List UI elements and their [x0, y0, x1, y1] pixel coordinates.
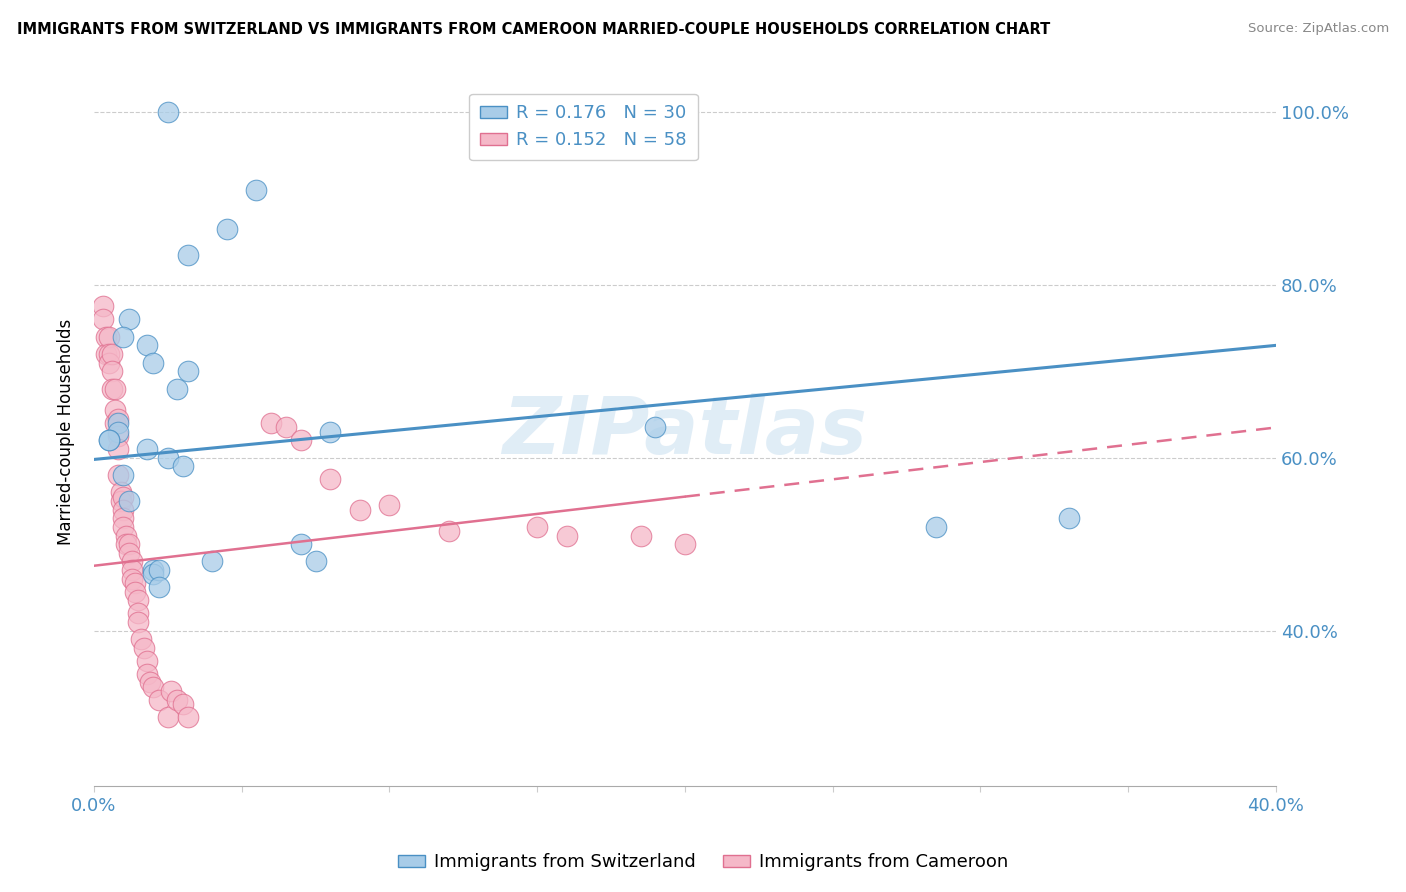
Y-axis label: Married-couple Households: Married-couple Households	[58, 318, 75, 545]
Point	[107, 425, 129, 439]
Point	[437, 524, 460, 538]
Point	[148, 563, 170, 577]
Point	[118, 537, 141, 551]
Text: Source: ZipAtlas.com: Source: ZipAtlas.com	[1249, 22, 1389, 36]
Point	[555, 528, 578, 542]
Point	[139, 675, 162, 690]
Point	[127, 593, 149, 607]
Text: ZIPatlas: ZIPatlas	[502, 392, 868, 471]
Point	[129, 632, 152, 647]
Point	[97, 329, 120, 343]
Point	[378, 498, 401, 512]
Point	[136, 666, 159, 681]
Point	[156, 105, 179, 120]
Point	[118, 494, 141, 508]
Point	[112, 329, 135, 343]
Point	[166, 382, 188, 396]
Point	[94, 329, 117, 343]
Point	[97, 434, 120, 448]
Point	[115, 528, 138, 542]
Point	[172, 697, 194, 711]
Point	[110, 485, 132, 500]
Point	[97, 356, 120, 370]
Point	[177, 247, 200, 261]
Point	[142, 356, 165, 370]
Point	[121, 554, 143, 568]
Point	[304, 554, 326, 568]
Point	[112, 520, 135, 534]
Point	[148, 580, 170, 594]
Point	[349, 502, 371, 516]
Point	[290, 434, 312, 448]
Point	[156, 710, 179, 724]
Text: IMMIGRANTS FROM SWITZERLAND VS IMMIGRANTS FROM CAMEROON MARRIED-COUPLE HOUSEHOLD: IMMIGRANTS FROM SWITZERLAND VS IMMIGRANT…	[17, 22, 1050, 37]
Point	[107, 468, 129, 483]
Point	[142, 680, 165, 694]
Point	[118, 312, 141, 326]
Point	[159, 684, 181, 698]
Point	[104, 403, 127, 417]
Point	[121, 572, 143, 586]
Point	[112, 468, 135, 483]
Point	[142, 567, 165, 582]
Point	[107, 416, 129, 430]
Point	[107, 429, 129, 443]
Point	[925, 520, 948, 534]
Point	[104, 416, 127, 430]
Point	[274, 420, 297, 434]
Point	[630, 528, 652, 542]
Point	[673, 537, 696, 551]
Point	[110, 494, 132, 508]
Point	[290, 537, 312, 551]
Point	[319, 425, 342, 439]
Point	[644, 420, 666, 434]
Point	[260, 416, 283, 430]
Point	[127, 615, 149, 629]
Point	[124, 576, 146, 591]
Point	[91, 300, 114, 314]
Point	[215, 221, 238, 235]
Point	[107, 442, 129, 456]
Point	[148, 692, 170, 706]
Point	[121, 563, 143, 577]
Point	[118, 546, 141, 560]
Point	[112, 490, 135, 504]
Point	[97, 347, 120, 361]
Point	[201, 554, 224, 568]
Point	[319, 472, 342, 486]
Point	[91, 312, 114, 326]
Point	[177, 710, 200, 724]
Point	[100, 347, 122, 361]
Point	[136, 338, 159, 352]
Point	[142, 563, 165, 577]
Point	[136, 654, 159, 668]
Point	[166, 692, 188, 706]
Point	[94, 347, 117, 361]
Point	[115, 537, 138, 551]
Point	[134, 640, 156, 655]
Point	[104, 382, 127, 396]
Point	[112, 502, 135, 516]
Point	[100, 364, 122, 378]
Point	[172, 459, 194, 474]
Point	[245, 183, 267, 197]
Legend: R = 0.176   N = 30, R = 0.152   N = 58: R = 0.176 N = 30, R = 0.152 N = 58	[470, 94, 697, 161]
Point	[127, 607, 149, 621]
Point	[136, 442, 159, 456]
Point	[526, 520, 548, 534]
Point	[1057, 511, 1080, 525]
Point	[100, 382, 122, 396]
Point	[107, 412, 129, 426]
Point	[156, 450, 179, 465]
Point	[97, 434, 120, 448]
Point	[177, 364, 200, 378]
Point	[112, 511, 135, 525]
Point	[124, 584, 146, 599]
Legend: Immigrants from Switzerland, Immigrants from Cameroon: Immigrants from Switzerland, Immigrants …	[391, 847, 1015, 879]
